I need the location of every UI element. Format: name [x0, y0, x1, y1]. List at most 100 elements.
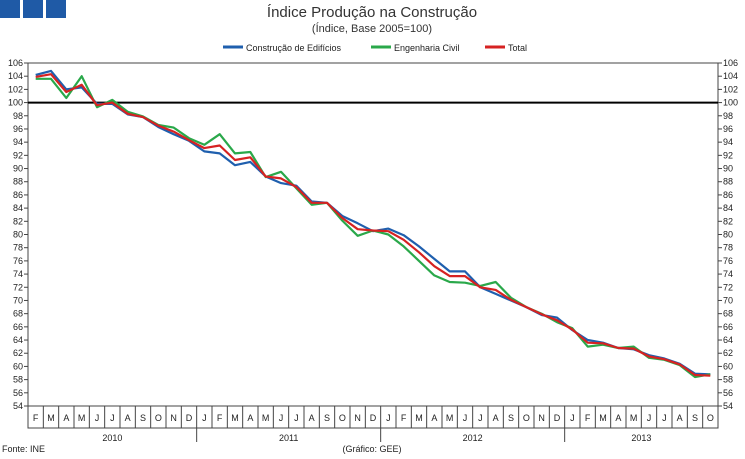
y-tick-label-left: 66 — [13, 322, 23, 332]
y-tick-label-right: 56 — [723, 388, 733, 398]
y-tick-label-right: 104 — [723, 71, 738, 81]
legend-label-engenharia: Engenharia Civil — [394, 43, 460, 53]
y-tick-label-right: 58 — [723, 375, 733, 385]
chart-subtitle: (Índice, Base 2005=100) — [312, 22, 432, 35]
month-label: O — [523, 413, 530, 423]
year-label: 2011 — [279, 433, 298, 443]
month-label: A — [125, 413, 131, 423]
y-tick-label-left: 102 — [8, 84, 23, 94]
y-tick-label-left: 96 — [13, 124, 23, 134]
header-square-3 — [46, 0, 66, 18]
legend-label-total: Total — [508, 43, 527, 53]
month-label: M — [78, 413, 86, 423]
series-line-engenharia — [35, 75, 711, 379]
month-label: A — [431, 413, 437, 423]
y-tick-label-right: 72 — [723, 282, 733, 292]
month-label: F — [401, 413, 407, 423]
month-label: M — [630, 413, 638, 423]
month-label: M — [231, 413, 239, 423]
year-label: 2013 — [631, 433, 651, 443]
y-tick-label-left: 80 — [13, 230, 23, 240]
y-tick-label-right: 70 — [723, 295, 733, 305]
month-label: S — [324, 413, 330, 423]
month-label: A — [309, 413, 315, 423]
month-label: D — [554, 413, 561, 423]
y-tick-label-left: 88 — [13, 177, 23, 187]
month-label: J — [110, 413, 115, 423]
series-line-total — [35, 73, 711, 377]
legend: Construção de Edifícios Engenharia Civil… — [223, 43, 527, 53]
y-tick-label-left: 82 — [13, 216, 23, 226]
y-tick-label-left: 72 — [13, 282, 23, 292]
y-tick-label-left: 56 — [13, 388, 23, 398]
month-label: A — [247, 413, 253, 423]
y-tick-label-left: 98 — [13, 111, 23, 121]
y-tick-label-left: 68 — [13, 309, 23, 319]
y-tick-label-right: 64 — [723, 335, 733, 345]
y-tick-label-left: 104 — [8, 71, 23, 81]
y-tick-label-left: 78 — [13, 243, 23, 253]
month-label: N — [170, 413, 177, 423]
month-label: O — [339, 413, 346, 423]
credit-label: (Gráfico: GEE) — [342, 444, 401, 454]
y-tick-label-left: 54 — [13, 401, 23, 411]
y-tick-label-right: 86 — [723, 190, 733, 200]
y-tick-label-left: 94 — [13, 137, 23, 147]
month-label: D — [186, 413, 193, 423]
month-label: M — [599, 413, 607, 423]
y-tick-label-left: 76 — [13, 256, 23, 266]
y-tick-label-left: 90 — [13, 164, 23, 174]
month-label: M — [446, 413, 454, 423]
y-tick-label-left: 64 — [13, 335, 23, 345]
axes: 54 54 56 56 58 58 60 60 62 62 64 64 66 66 68 68 70 70 72 72… — [8, 58, 738, 411]
month-label: J — [478, 413, 483, 423]
y-tick-label-left: 84 — [13, 203, 23, 213]
month-label: N — [538, 413, 545, 423]
y-tick-label-right: 102 — [723, 84, 738, 94]
header-square-2 — [23, 0, 43, 18]
y-tick-label-left: 62 — [13, 348, 23, 358]
y-tick-label-right: 94 — [723, 137, 733, 147]
month-label: J — [662, 413, 667, 423]
legend-label-edificios: Construção de Edifícios — [246, 43, 342, 53]
month-label: A — [493, 413, 499, 423]
month-label: N — [354, 413, 361, 423]
y-tick-label-right: 84 — [723, 203, 733, 213]
y-tick-label-right: 82 — [723, 216, 733, 226]
month-label: J — [294, 413, 299, 423]
month-label: J — [95, 413, 100, 423]
y-tick-label-left: 60 — [13, 361, 23, 371]
month-label: J — [647, 413, 652, 423]
y-tick-label-right: 90 — [723, 164, 733, 174]
month-label: F — [217, 413, 223, 423]
y-tick-label-right: 88 — [723, 177, 733, 187]
series-lines — [35, 69, 711, 379]
month-label: J — [386, 413, 391, 423]
month-label: M — [262, 413, 270, 423]
month-label: A — [63, 413, 69, 423]
month-label: S — [140, 413, 146, 423]
y-tick-label-right: 62 — [723, 348, 733, 358]
month-band — [27, 405, 719, 429]
y-tick-label-left: 106 — [8, 58, 23, 68]
month-label: S — [692, 413, 698, 423]
month-label: A — [677, 413, 683, 423]
month-label: J — [202, 413, 207, 423]
month-label: J — [570, 413, 575, 423]
month-label: J — [279, 413, 284, 423]
month-label: M — [47, 413, 55, 423]
y-tick-label-left: 100 — [8, 98, 23, 108]
month-label: M — [415, 413, 423, 423]
y-tick-label-left: 74 — [13, 269, 23, 279]
y-tick-label-right: 54 — [723, 401, 733, 411]
y-tick-label-right: 66 — [723, 322, 733, 332]
y-tick-label-right: 60 — [723, 361, 733, 371]
y-tick-label-right: 106 — [723, 58, 738, 68]
header-squares — [0, 0, 66, 18]
year-label: 2010 — [102, 433, 122, 443]
month-label: S — [508, 413, 514, 423]
y-tick-label-right: 96 — [723, 124, 733, 134]
month-label: O — [707, 413, 714, 423]
